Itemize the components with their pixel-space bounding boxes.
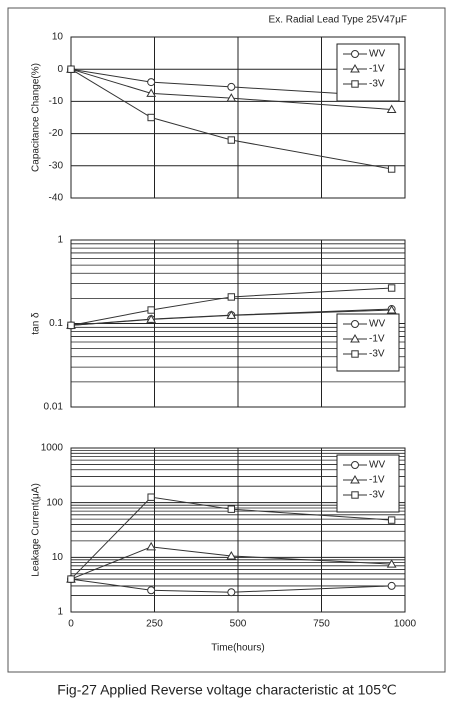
marker (67, 65, 75, 73)
legend-box (336, 43, 400, 102)
x-tick-label: 1000 (394, 619, 417, 630)
y-tick-label: 1 (57, 235, 63, 246)
marker (147, 113, 155, 122)
series-line (70, 68, 392, 170)
y-axis-label: Leakage Current(μA) (31, 483, 42, 577)
y-axis-label: Capacitance Change(%) (31, 63, 42, 172)
y-tick-label: -20 (49, 128, 64, 139)
legend-marker (350, 474, 360, 484)
series-line (70, 68, 392, 110)
marker (227, 293, 236, 301)
series-line (70, 309, 392, 326)
legend-label: WV (369, 319, 385, 330)
marker (386, 305, 397, 314)
y-axis-label: tan δ (31, 312, 42, 335)
frame (7, 7, 446, 673)
marker (226, 93, 237, 102)
marker (227, 505, 236, 513)
y-tick-label: 10 (52, 32, 64, 43)
x-tick-label: 0 (68, 619, 74, 630)
y-tick-label: -10 (49, 96, 64, 107)
y-tick-label: 10 (52, 552, 64, 563)
marker (227, 136, 236, 144)
marker (386, 104, 397, 113)
series-line (70, 578, 392, 593)
marker (67, 321, 75, 330)
y-tick-label: 1 (57, 607, 63, 618)
legend-label: WV (369, 460, 385, 471)
marker (387, 581, 396, 590)
marker (226, 310, 237, 319)
marker (147, 586, 156, 595)
legend-label: -1V (369, 64, 385, 75)
marker (146, 88, 157, 97)
legend-label: -3V (369, 349, 385, 360)
marker (147, 493, 155, 501)
legend-marker (351, 491, 359, 499)
y-tick-label: -30 (49, 160, 64, 171)
x-tick-label: 500 (230, 619, 247, 630)
marker (146, 314, 157, 323)
legend-marker (350, 333, 360, 343)
x-tick-label: 250 (146, 619, 163, 630)
marker (146, 541, 157, 551)
y-tick-label: -40 (49, 193, 64, 204)
legend-marker (350, 63, 360, 73)
marker (67, 575, 75, 583)
marker (227, 588, 236, 597)
series-line (70, 496, 392, 580)
series-line (70, 546, 392, 580)
y-tick-label: 0.1 (49, 318, 63, 329)
marker (227, 82, 236, 91)
marker (147, 78, 156, 87)
marker (147, 306, 155, 314)
legend-marker (351, 50, 359, 58)
legend-marker (351, 350, 359, 358)
marker (386, 559, 397, 568)
marker (387, 284, 396, 292)
y-tick-label: 1000 (41, 443, 64, 454)
marker (387, 165, 396, 173)
marker (387, 516, 396, 524)
legend-marker (351, 320, 359, 328)
plot-border (70, 36, 406, 199)
legend-label: WV (369, 49, 385, 60)
legend-label: -1V (369, 334, 385, 345)
annotation: Ex. Radial Lead Type 25V47μF (269, 15, 407, 26)
y-tick-label: 0 (57, 64, 63, 75)
plot-border (70, 447, 406, 613)
series-line (70, 287, 392, 326)
y-tick-label: 100 (46, 497, 63, 508)
marker (226, 550, 237, 560)
legend-box (336, 313, 400, 372)
legend-marker (351, 461, 359, 469)
legend-box (336, 454, 400, 513)
legend-label: -3V (369, 79, 385, 90)
x-tick-label: 750 (313, 619, 330, 630)
legend-marker (351, 80, 359, 88)
legend-label: -1V (369, 475, 385, 486)
y-tick-label: 0.01 (44, 402, 64, 413)
series-line (70, 68, 392, 98)
caption: Fig-27 Applied Reverse voltage character… (57, 682, 396, 698)
legend-label: -3V (369, 490, 385, 501)
x-axis-label: Time(hours) (211, 643, 265, 654)
